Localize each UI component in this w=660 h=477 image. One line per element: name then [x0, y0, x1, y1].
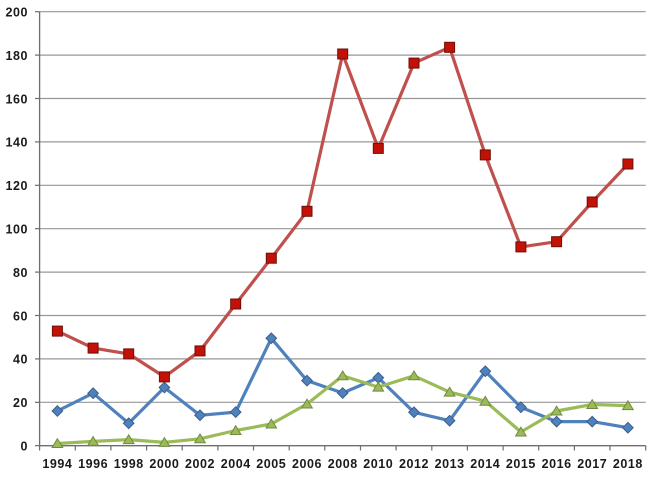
svg-text:200: 200 — [5, 6, 28, 20]
svg-text:2006: 2006 — [292, 457, 322, 471]
svg-text:180: 180 — [5, 49, 28, 63]
svg-text:2015: 2015 — [506, 457, 536, 471]
svg-text:2017: 2017 — [577, 457, 607, 471]
svg-text:2000: 2000 — [149, 457, 179, 471]
svg-text:160: 160 — [5, 92, 28, 106]
svg-text:2018: 2018 — [613, 457, 643, 471]
svg-text:120: 120 — [5, 179, 28, 193]
svg-text:1994: 1994 — [42, 457, 72, 471]
svg-text:2008: 2008 — [328, 457, 358, 471]
svg-text:2004: 2004 — [221, 457, 251, 471]
svg-text:1998: 1998 — [114, 457, 144, 471]
svg-text:2014: 2014 — [470, 457, 500, 471]
svg-text:2005: 2005 — [256, 457, 286, 471]
svg-text:2013: 2013 — [435, 457, 465, 471]
svg-text:140: 140 — [5, 136, 28, 150]
svg-text:2010: 2010 — [363, 457, 393, 471]
svg-text:2002: 2002 — [185, 457, 215, 471]
svg-text:1996: 1996 — [78, 457, 108, 471]
svg-text:100: 100 — [5, 223, 28, 237]
svg-text:0: 0 — [20, 440, 28, 454]
svg-text:20: 20 — [13, 396, 28, 410]
svg-text:2012: 2012 — [399, 457, 429, 471]
svg-text:60: 60 — [13, 309, 28, 323]
svg-text:80: 80 — [13, 266, 28, 280]
svg-text:2016: 2016 — [542, 457, 572, 471]
svg-text:40: 40 — [13, 353, 28, 367]
